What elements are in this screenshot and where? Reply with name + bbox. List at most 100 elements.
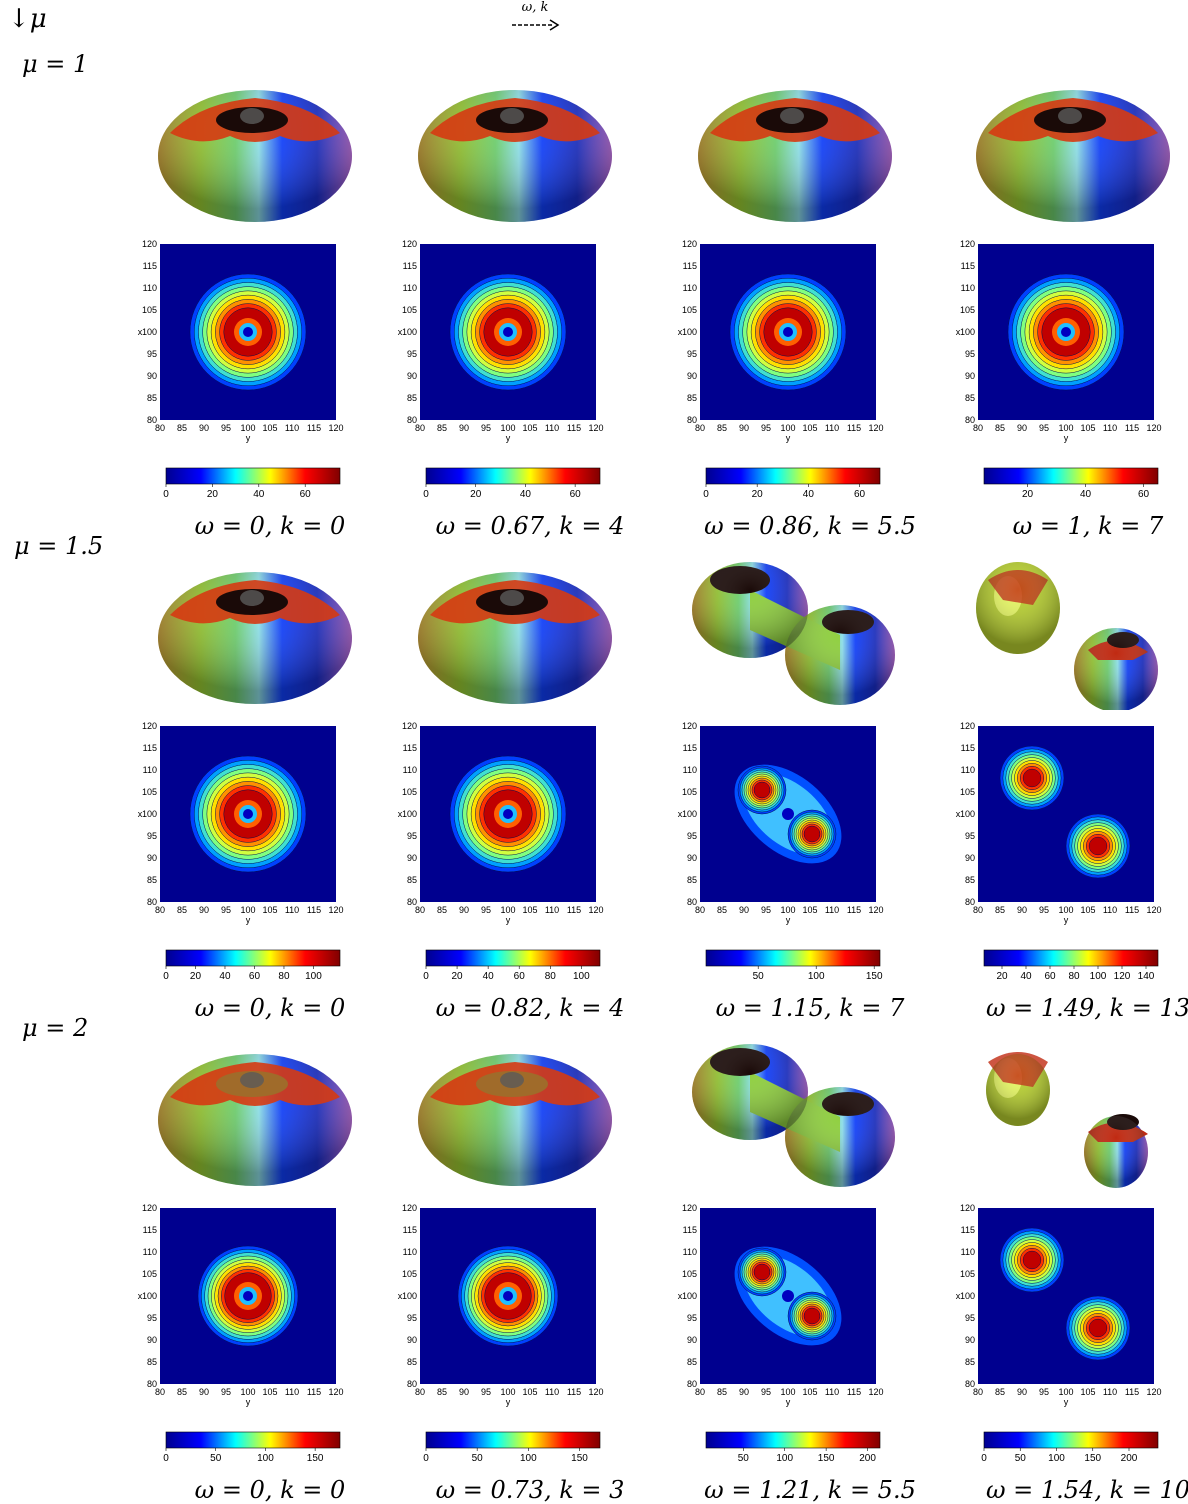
x-tick-label: 120	[328, 1387, 343, 1397]
colorbar: 0 20 40 60	[423, 467, 601, 500]
colorbar-tick-label: 40	[803, 489, 815, 500]
x-tick-label: 90	[739, 905, 749, 915]
y-tick-label: 100	[682, 809, 697, 819]
y-tick-label: 85	[407, 1357, 417, 1367]
axis-label-y: y	[786, 915, 791, 925]
x-tick-label: 105	[262, 423, 277, 433]
x-tick-label: 90	[459, 905, 469, 915]
colorbar: 0 50 100 150 200	[981, 1431, 1159, 1464]
figure-panel: 80 80 85 85 90 90 95 95 100 100 105 105 110 110 115 115…	[678, 1042, 950, 1504]
mu-axis-label: ↓μ	[8, 4, 47, 34]
x-tick-label: 80	[155, 905, 165, 915]
y-tick-label: 80	[965, 415, 975, 425]
y-tick-label: 95	[687, 1313, 697, 1323]
x-tick-label: 100	[780, 1387, 795, 1397]
x-tick-label: 80	[155, 1387, 165, 1397]
y-tick-label: 80	[687, 1379, 697, 1389]
colorbar-tick-label: 100	[257, 1453, 274, 1464]
panel-caption: ω = 1.21, k = 5.5	[704, 1476, 916, 1504]
figure-panel: 80 80 85 85 90 90 95 95 100 100 105 105 110 110 115 115…	[956, 560, 1188, 1022]
x-tick-label: 110	[285, 1387, 299, 1397]
y-tick-label: 90	[965, 853, 975, 863]
y-tick-label: 120	[402, 240, 417, 249]
y-tick-label: 120	[682, 1204, 697, 1213]
y-tick-label: 115	[403, 1225, 417, 1235]
colorbar-tick-label: 0	[163, 971, 169, 982]
colorbar-tick-label: 60	[1044, 971, 1056, 982]
panel-caption: ω = 1.54, k = 10	[985, 1476, 1188, 1504]
y-tick-label: 120	[402, 722, 417, 731]
x-tick-label: 110	[825, 423, 839, 433]
y-tick-label: 100	[960, 1291, 975, 1301]
x-tick-label: 85	[717, 1387, 727, 1397]
x-tick-label: 105	[522, 423, 537, 433]
y-tick-label: 80	[687, 415, 697, 425]
colorbar-tick-label: 60	[300, 489, 312, 500]
colorbar: 0 20 40 60 80 100	[423, 949, 601, 982]
y-tick-label: 110	[143, 283, 157, 293]
x-tick-label: 95	[221, 423, 231, 433]
x-tick-label: 120	[868, 1387, 883, 1397]
y-tick-label: 115	[683, 261, 697, 271]
panel-caption: ω = 0, k = 0	[194, 1476, 346, 1504]
y-tick-label: 120	[402, 1204, 417, 1213]
y-tick-label: 80	[407, 1379, 417, 1389]
y-tick-label: 100	[402, 809, 417, 819]
x-tick-label: 100	[780, 423, 795, 433]
x-tick-label: 80	[415, 1387, 425, 1397]
colorbar-tick-label: 60	[570, 489, 582, 500]
x-tick-label: 110	[825, 1387, 839, 1397]
x-tick-label: 110	[1103, 423, 1117, 433]
x-tick-label: 80	[695, 423, 705, 433]
x-tick-label: 100	[500, 1387, 515, 1397]
x-tick-label: 80	[695, 905, 705, 915]
y-tick-label: 90	[147, 853, 157, 863]
colorbar-tick-label: 40	[483, 971, 495, 982]
y-tick-label: 105	[682, 1269, 697, 1279]
y-tick-label: 100	[960, 809, 975, 819]
colorbar-tick-label: 50	[738, 1453, 750, 1464]
x-tick-label: 105	[522, 905, 537, 915]
y-tick-label: 85	[147, 393, 157, 403]
x-tick-label: 115	[567, 423, 581, 433]
colorbar: 0 20 40 60	[163, 467, 341, 500]
colorbar-tick-label: 150	[866, 971, 883, 982]
y-tick-label: 120	[960, 1204, 975, 1213]
y-tick-label: 120	[960, 722, 975, 731]
panel-caption: ω = 0, k = 0	[194, 512, 346, 540]
x-tick-label: 115	[567, 905, 581, 915]
x-tick-label: 100	[1058, 423, 1073, 433]
y-tick-label: 115	[683, 743, 697, 753]
x-tick-label: 100	[240, 423, 255, 433]
panel-caption: ω = 0.86, k = 5.5	[704, 512, 916, 540]
figure-panel: 80 80 85 85 90 90 95 95 100 100 105 105 110 110 115 115…	[956, 1042, 1188, 1504]
x-tick-label: 100	[1058, 1387, 1073, 1397]
y-tick-label: 95	[965, 831, 975, 841]
y-tick-label: 85	[407, 875, 417, 885]
y-tick-label: 85	[687, 393, 697, 403]
x-tick-label: 90	[459, 423, 469, 433]
colorbar-tick-label: 60	[854, 489, 866, 500]
x-tick-label: 90	[199, 1387, 209, 1397]
colorbar: 20 40 60	[983, 467, 1159, 500]
y-tick-label: 115	[143, 743, 157, 753]
x-tick-label: 95	[481, 1387, 491, 1397]
x-tick-label: 120	[868, 905, 883, 915]
colorbar-tick-label: 150	[818, 1453, 835, 1464]
y-tick-label: 80	[965, 897, 975, 907]
x-tick-label: 115	[847, 1387, 861, 1397]
y-tick-label: 100	[142, 327, 157, 337]
y-tick-label: 105	[402, 305, 417, 315]
y-tick-label: 95	[687, 349, 697, 359]
split-blobs-isosurface	[976, 562, 1158, 710]
x-tick-label: 115	[847, 423, 861, 433]
axis-label-y: y	[786, 433, 791, 443]
y-tick-label: 105	[142, 305, 157, 315]
axis-label-x: x	[956, 327, 961, 337]
right-arrow-icon	[512, 19, 560, 31]
mu-row-label: μ = 1	[22, 50, 89, 78]
x-tick-label: 85	[995, 1387, 1005, 1397]
x-tick-label: 115	[1125, 1387, 1139, 1397]
